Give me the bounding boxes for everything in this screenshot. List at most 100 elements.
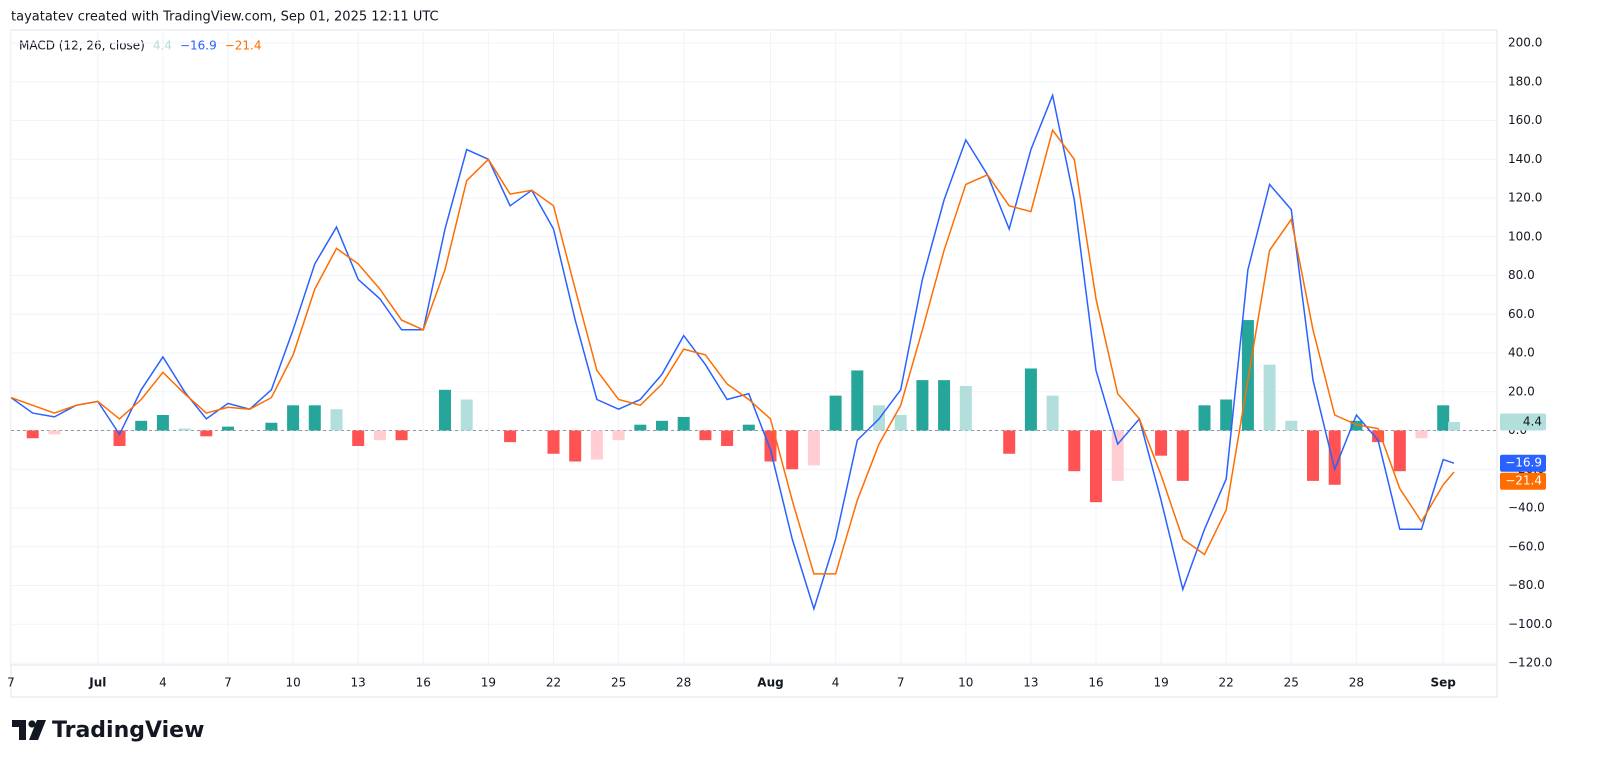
x-tick-label: 25 <box>611 676 626 690</box>
histogram-bar <box>1307 430 1319 481</box>
y-tick-label: 140.0 <box>1508 152 1542 166</box>
logo-icon <box>12 720 46 740</box>
histogram-bar <box>1285 420 1298 431</box>
indicator-title: MACD (12, 26, close) <box>19 39 145 53</box>
y-tick-label: 120.0 <box>1508 191 1542 205</box>
y-tick-label: 180.0 <box>1508 74 1542 88</box>
histogram-bar <box>439 389 451 431</box>
histogram-bar <box>721 430 734 446</box>
histogram-bar <box>612 430 625 441</box>
histogram-bar <box>656 420 668 431</box>
x-tick-label: 16 <box>1088 676 1103 690</box>
histogram-bar <box>460 399 473 431</box>
histogram-bar <box>135 420 148 431</box>
histogram-bar <box>1090 430 1102 503</box>
histogram-bar <box>1111 430 1124 481</box>
x-tick-label: 22 <box>1219 676 1234 690</box>
histogram-bar <box>222 426 234 431</box>
legend-value: 4.4 <box>153 39 172 53</box>
histogram-bar <box>26 430 39 439</box>
histogram-bar <box>916 380 929 431</box>
x-tick-label: 25 <box>1284 676 1299 690</box>
x-tick-label: 19 <box>1153 676 1168 690</box>
histogram-bar <box>742 424 755 431</box>
histogram-bar <box>352 430 365 446</box>
x-tick-label: 7 <box>7 676 15 690</box>
y-tick-label: −80.0 <box>1508 578 1545 592</box>
histogram-bar <box>1448 421 1461 431</box>
x-tick-label: 7 <box>224 676 232 690</box>
histogram-bar <box>265 422 278 431</box>
y-tick-label: 80.0 <box>1508 268 1535 282</box>
histogram-bar <box>200 430 213 437</box>
y-tick-label: 60.0 <box>1508 307 1535 321</box>
x-tick-label: 28 <box>676 676 691 690</box>
last-value-label: 4.4 <box>1523 414 1542 428</box>
histogram-bar <box>829 395 842 431</box>
histogram-bar <box>1437 405 1450 431</box>
histogram-bar <box>1176 430 1189 481</box>
macd-line <box>11 92 1455 612</box>
x-tick-label: 22 <box>546 676 561 690</box>
last-value-label: −21.4 <box>1505 474 1542 488</box>
x-tick-label: Aug <box>757 676 783 690</box>
histogram-bar <box>395 430 408 441</box>
histogram-bar <box>590 430 603 460</box>
x-tick-label: 10 <box>285 676 300 690</box>
x-tick-label: 19 <box>481 676 496 690</box>
histogram-bar <box>959 385 972 431</box>
histogram-bar <box>569 430 582 462</box>
histogram-bar <box>1328 430 1341 485</box>
histogram-bar <box>287 405 300 431</box>
histogram-bar <box>373 430 386 441</box>
legend-value: −16.9 <box>180 39 217 53</box>
y-tick-label: 160.0 <box>1508 113 1542 127</box>
caption: tayatatev created with TradingView.com, … <box>11 10 439 25</box>
y-tick-label: 200.0 <box>1508 36 1542 50</box>
last-value-label: −16.9 <box>1505 456 1542 470</box>
x-tick-label: 28 <box>1349 676 1364 690</box>
histogram-bar <box>786 430 799 470</box>
x-tick-label: 7 <box>897 676 905 690</box>
y-tick-label: −40.0 <box>1508 501 1545 515</box>
last-value-box <box>1500 413 1546 431</box>
last-value-box <box>1500 472 1546 490</box>
signal-line <box>11 128 1455 575</box>
histogram-bar <box>1415 430 1428 439</box>
x-tick-label: 13 <box>1023 676 1038 690</box>
y-tick-label: −100.0 <box>1508 617 1552 631</box>
histogram-bar <box>1393 430 1406 472</box>
watermark: TradingView <box>52 718 204 743</box>
y-tick-label: 40.0 <box>1508 346 1535 360</box>
histogram-bar <box>547 430 560 454</box>
histogram-bar <box>938 380 951 431</box>
histogram-bar <box>1220 399 1233 431</box>
histogram-bar <box>1003 430 1016 454</box>
histogram-bar <box>504 430 517 443</box>
histogram-bar <box>330 409 343 431</box>
x-tick-label: Jul <box>88 676 106 690</box>
histogram-bar <box>894 415 907 431</box>
histogram-bar <box>634 424 647 431</box>
histogram-bar <box>156 415 169 431</box>
histogram-bar <box>1068 430 1081 472</box>
y-tick-label: 100.0 <box>1508 229 1542 243</box>
x-tick-label: 4 <box>832 676 840 690</box>
y-tick-label: −120.0 <box>1508 656 1552 670</box>
x-tick-label: Sep <box>1431 676 1457 690</box>
histogram-bar <box>1350 420 1363 431</box>
histogram-bar <box>1024 368 1037 431</box>
x-tick-label: 4 <box>159 676 167 690</box>
histogram-bar <box>677 416 690 431</box>
histogram-bar <box>1241 320 1254 431</box>
plot-area <box>11 30 1497 665</box>
histogram-bar <box>1155 430 1168 456</box>
x-tick-label: 10 <box>958 676 973 690</box>
x-tick-label: 13 <box>351 676 366 690</box>
histogram-bar <box>308 405 321 431</box>
histogram-bar <box>178 428 191 431</box>
histogram-bar <box>1372 430 1385 443</box>
histogram-bar <box>699 430 712 441</box>
